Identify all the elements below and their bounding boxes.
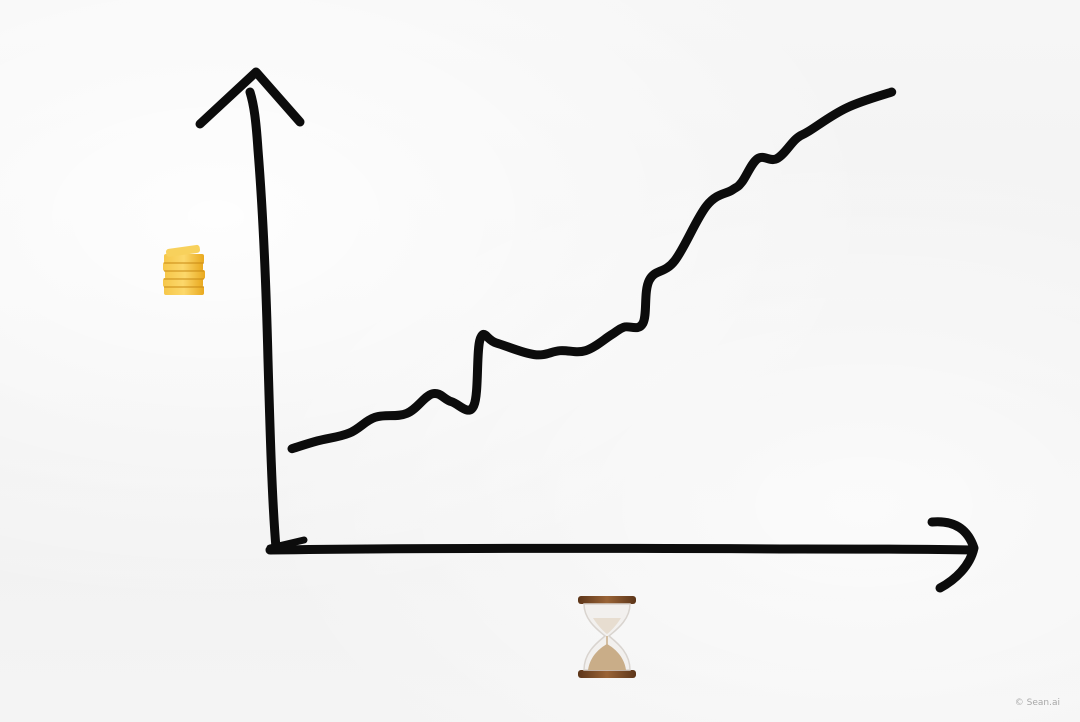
series-line bbox=[287, 87, 897, 454]
x-axis-arrowhead bbox=[927, 517, 979, 593]
coin-stack-icon bbox=[163, 244, 205, 295]
y-axis-arrowhead bbox=[195, 67, 305, 129]
origin-tick bbox=[266, 536, 308, 552]
watermark: © Sean.ai bbox=[1014, 698, 1060, 708]
series-group bbox=[287, 87, 897, 454]
hourglass-icon bbox=[578, 596, 636, 678]
x-axis bbox=[265, 543, 977, 555]
y-axis bbox=[245, 87, 281, 553]
